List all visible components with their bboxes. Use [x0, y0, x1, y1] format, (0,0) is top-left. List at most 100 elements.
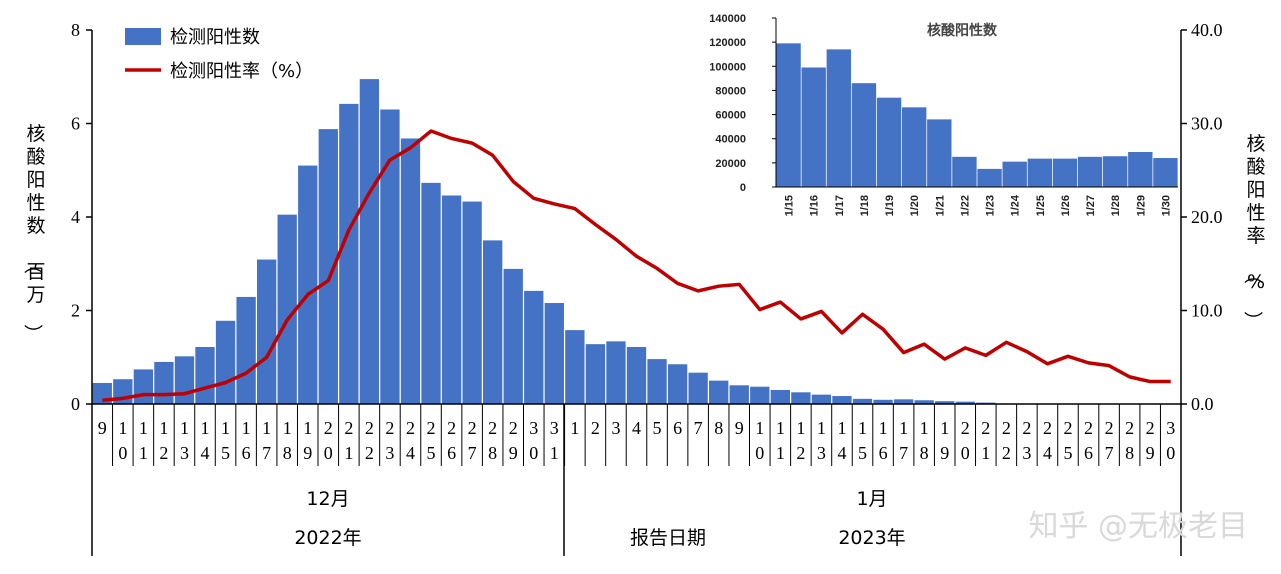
right-tick-label-3: 30.0 — [1191, 114, 1223, 134]
inset-category-label-6: 1/21 — [934, 195, 946, 216]
inset-bar-4 — [876, 97, 902, 187]
category-label-28: 6 — [673, 418, 682, 438]
inset-category-label-5: 1/20 — [909, 195, 921, 216]
bar-12 — [339, 103, 359, 405]
inset-bar-6 — [927, 119, 952, 187]
inset-category-label-12: 1/27 — [1085, 195, 1097, 216]
inset-tick-label-3: 60000 — [715, 110, 746, 122]
category-label-25: 3 — [611, 418, 620, 438]
inset-bar-1 — [801, 67, 826, 187]
bar-26 — [626, 346, 647, 404]
inset-tick-label-7: 140000 — [709, 13, 746, 25]
left-axis-ticks: 0 2 4 6 8 — [71, 20, 92, 414]
category-label-27: 5 — [653, 418, 662, 438]
bar-20 — [503, 268, 523, 404]
legend-bar-label: 检测阳性数 — [170, 27, 260, 48]
bar-10 — [298, 165, 318, 404]
bar-39 — [893, 399, 914, 404]
inset-tick-label-5: 100000 — [709, 61, 746, 73]
bar-6 — [215, 320, 236, 404]
bar-31 — [729, 385, 749, 404]
watermark-text: 知乎 @无极老目 — [1028, 509, 1248, 544]
inset-category-label-15: 1/30 — [1160, 195, 1172, 216]
bar-32 — [750, 386, 770, 404]
bar-13 — [359, 79, 380, 404]
positive-rate-line — [102, 129, 1171, 403]
legend: 检测阳性数 检测阳性率（%） — [125, 27, 313, 82]
right-tick-label-4: 40.0 — [1191, 20, 1223, 40]
inset-category-label-11: 1/26 — [1060, 195, 1072, 216]
category-label-23: 1 — [570, 418, 579, 438]
year-label-2022: 2022年 — [294, 527, 361, 549]
bar-38 — [873, 399, 893, 404]
left-tick-label-0: 0 — [71, 394, 80, 414]
inset-bar-13 — [1103, 156, 1128, 187]
year-label-2023: 2023年 — [838, 527, 905, 549]
inset-category-label-2: 1/17 — [834, 195, 846, 216]
bar-4 — [174, 356, 195, 404]
bar-5 — [195, 346, 215, 404]
bar-17 — [441, 195, 462, 404]
inset-category-label-9: 1/24 — [1010, 194, 1022, 216]
inset-bar-10 — [1027, 158, 1052, 187]
inset-category-label-7: 1/22 — [959, 195, 971, 216]
bar-30 — [709, 380, 729, 405]
bar-27 — [647, 359, 667, 404]
bar-22 — [544, 303, 564, 404]
inset-bar-8 — [977, 168, 1002, 187]
bar-8 — [256, 259, 277, 404]
inset-tick-label-1: 20000 — [715, 158, 746, 170]
right-tick-label-1: 10.0 — [1191, 301, 1223, 321]
inset-category-label-4: 1/19 — [884, 195, 896, 216]
bar-36 — [832, 396, 852, 404]
bar-19 — [483, 240, 503, 405]
left-tick-label-2: 4 — [71, 207, 80, 227]
category-label-31: 9 — [735, 418, 744, 438]
inset-y-ticks: 0 20000 40000 60000 80000 100000 120000 140000 — [709, 13, 776, 194]
inset-bar-series — [776, 43, 1178, 187]
bar-29 — [688, 372, 708, 404]
right-axis-ticks: 0.0 10.0 20.0 30.0 40.0 — [1181, 20, 1223, 414]
bar-18 — [462, 201, 482, 404]
inset-tick-label-2: 40000 — [715, 134, 746, 146]
bar-33 — [770, 389, 790, 404]
inset-category-label-8: 1/23 — [985, 195, 997, 216]
x-axis-title: 报告日期 — [630, 527, 706, 549]
bar-37 — [852, 398, 873, 404]
bar-21 — [524, 290, 544, 404]
inset-category-label-14: 1/29 — [1135, 195, 1147, 216]
inset-title: 核酸阳性数 — [927, 22, 998, 39]
category-label-30: 8 — [714, 418, 723, 438]
